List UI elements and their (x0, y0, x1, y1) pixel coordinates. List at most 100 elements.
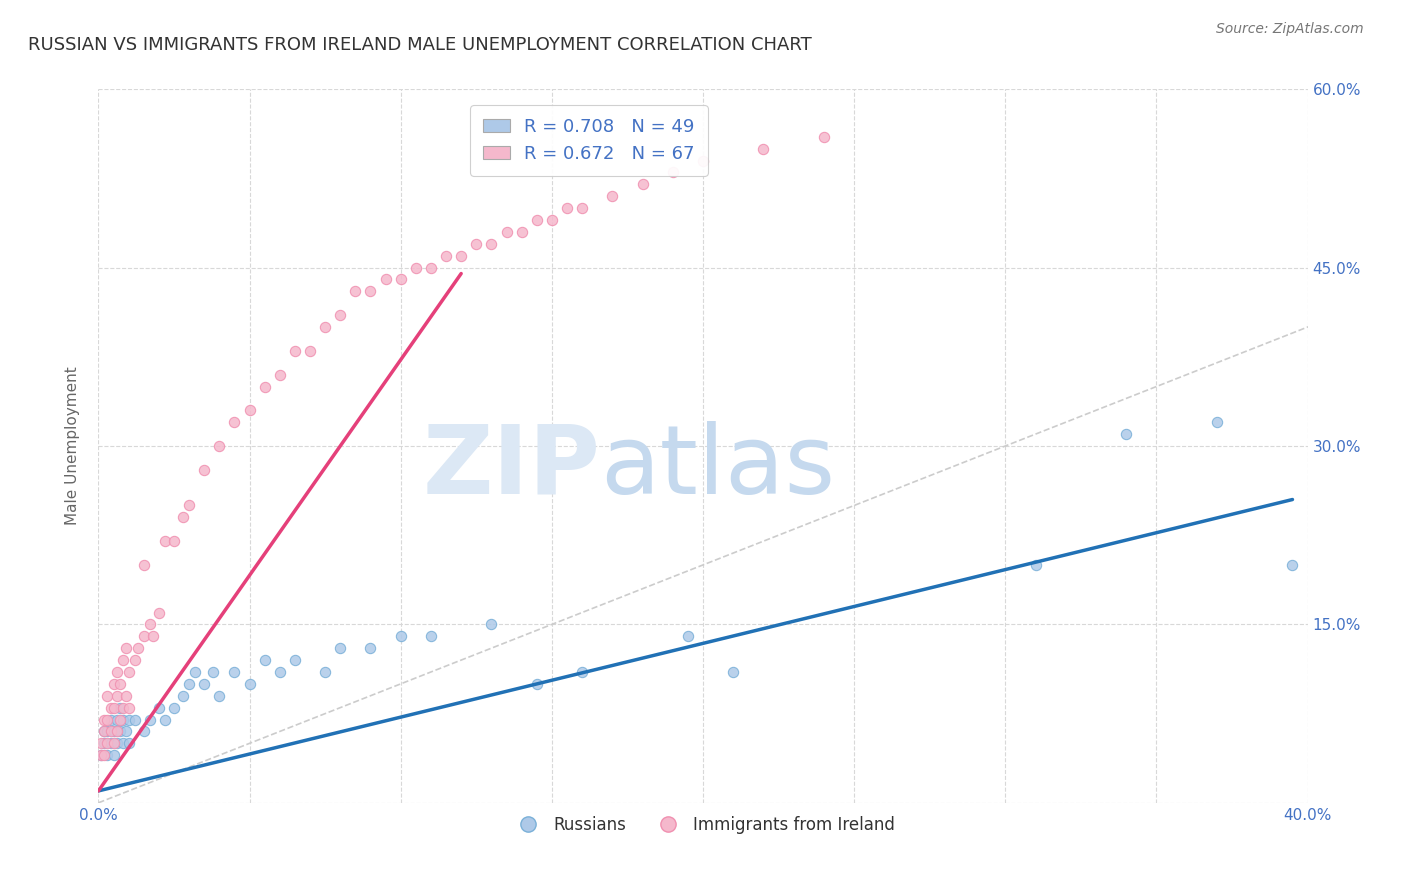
Point (96, 689, 118, 703)
Point (179, 677, 201, 691)
Point (103, 724, 125, 739)
Point (314, 665, 336, 679)
Point (510, 225, 533, 239)
Point (571, 665, 593, 679)
Point (105, 665, 128, 679)
Point (90, 748, 112, 763)
Point (360, 641, 382, 656)
Point (344, 285, 367, 299)
Point (90, 748, 112, 763)
Point (93, 748, 115, 763)
Point (253, 379, 276, 393)
Point (93, 713, 115, 727)
Point (100, 700, 122, 714)
Point (571, 201, 593, 215)
Point (96, 724, 118, 739)
Point (253, 653, 276, 667)
Point (193, 677, 215, 691)
Point (269, 368, 291, 382)
Point (224, 415, 246, 429)
Point (752, 142, 775, 156)
Point (172, 510, 194, 524)
Point (111, 736, 134, 750)
Point (139, 617, 162, 632)
Point (389, 629, 412, 643)
Point (111, 713, 134, 727)
Point (434, 249, 457, 263)
Point (284, 653, 307, 667)
Point (93, 736, 115, 750)
Point (96, 713, 118, 727)
Point (676, 629, 699, 643)
Point (329, 641, 352, 656)
Point (526, 677, 548, 691)
Point (193, 463, 215, 477)
Point (100, 713, 122, 727)
Point (124, 653, 146, 667)
Point (111, 700, 134, 714)
Point (96, 748, 118, 763)
Point (284, 343, 307, 358)
Point (148, 700, 170, 714)
Point (100, 736, 122, 750)
Point (208, 689, 231, 703)
Legend: Russians, Immigrants from Ireland: Russians, Immigrants from Ireland (505, 810, 901, 841)
Point (118, 700, 141, 714)
Point (90, 736, 112, 750)
Point (299, 343, 322, 358)
Point (105, 724, 128, 739)
Y-axis label: Male Unemployment: Male Unemployment (65, 367, 80, 525)
Point (103, 700, 125, 714)
Point (602, 189, 624, 203)
Point (723, 665, 745, 679)
Point (142, 629, 165, 643)
Point (631, 178, 654, 192)
Point (153, 713, 176, 727)
Point (329, 308, 352, 322)
Point (420, 629, 443, 643)
Point (111, 653, 134, 667)
Point (108, 724, 131, 739)
Point (118, 736, 141, 750)
Point (100, 724, 122, 739)
Point (692, 153, 714, 168)
Point (153, 534, 176, 549)
Point (108, 713, 131, 727)
Point (450, 249, 472, 263)
Point (224, 665, 246, 679)
Point (124, 713, 146, 727)
Point (208, 439, 231, 453)
Text: ZIP: ZIP (422, 421, 600, 514)
Point (114, 724, 136, 739)
Point (389, 272, 412, 286)
Point (103, 736, 125, 750)
Point (374, 272, 396, 286)
Point (105, 736, 128, 750)
Point (118, 665, 141, 679)
Point (239, 677, 262, 691)
Point (93, 724, 115, 739)
Point (93, 724, 115, 739)
Point (555, 201, 578, 215)
Point (163, 534, 186, 549)
Point (132, 724, 155, 739)
Point (202, 665, 225, 679)
Point (105, 713, 128, 727)
Point (1115, 427, 1137, 442)
Point (360, 285, 382, 299)
Point (184, 665, 207, 679)
Point (1024, 558, 1046, 572)
Point (1281, 558, 1303, 572)
Point (179, 499, 201, 513)
Point (481, 236, 503, 251)
Point (148, 606, 170, 620)
Point (132, 558, 155, 572)
Text: RUSSIAN VS IMMIGRANTS FROM IRELAND MALE UNEMPLOYMENT CORRELATION CHART: RUSSIAN VS IMMIGRANTS FROM IRELAND MALE … (28, 36, 811, 54)
Point (1206, 415, 1229, 429)
Text: Source: ZipAtlas.com: Source: ZipAtlas.com (1216, 22, 1364, 37)
Point (163, 700, 186, 714)
Point (139, 713, 162, 727)
Point (269, 665, 291, 679)
Point (314, 320, 336, 334)
Point (132, 629, 155, 643)
